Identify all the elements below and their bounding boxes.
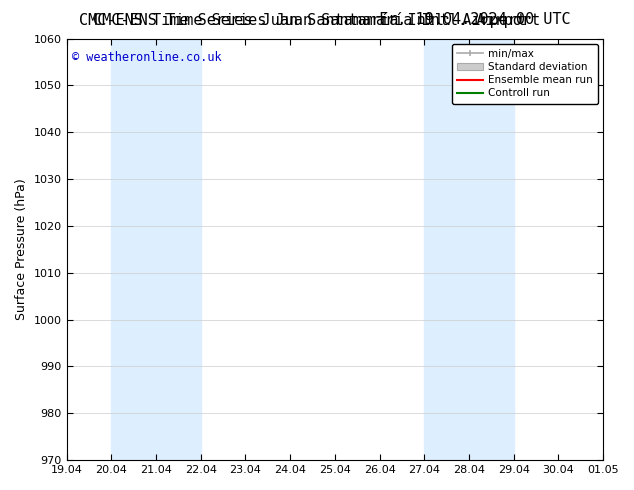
Legend: min/max, Standard deviation, Ensemble mean run, Controll run: min/max, Standard deviation, Ensemble me… — [451, 44, 598, 103]
Text: CMC-ENS Time Series Juan Santamaría Intl. Airport: CMC-ENS Time Series Juan Santamaría Intl… — [79, 12, 526, 28]
Text: Fr. 19.04.2024 00 UTC: Fr. 19.04.2024 00 UTC — [379, 12, 571, 27]
Text: © weatheronline.co.uk: © weatheronline.co.uk — [72, 51, 221, 64]
Text: CMC-ENS Time Series Juan Santamaría Intl. Airport: CMC-ENS Time Series Juan Santamaría Intl… — [93, 12, 541, 28]
Bar — [111, 39, 201, 460]
Bar — [424, 39, 514, 460]
Y-axis label: Surface Pressure (hPa): Surface Pressure (hPa) — [15, 178, 28, 320]
